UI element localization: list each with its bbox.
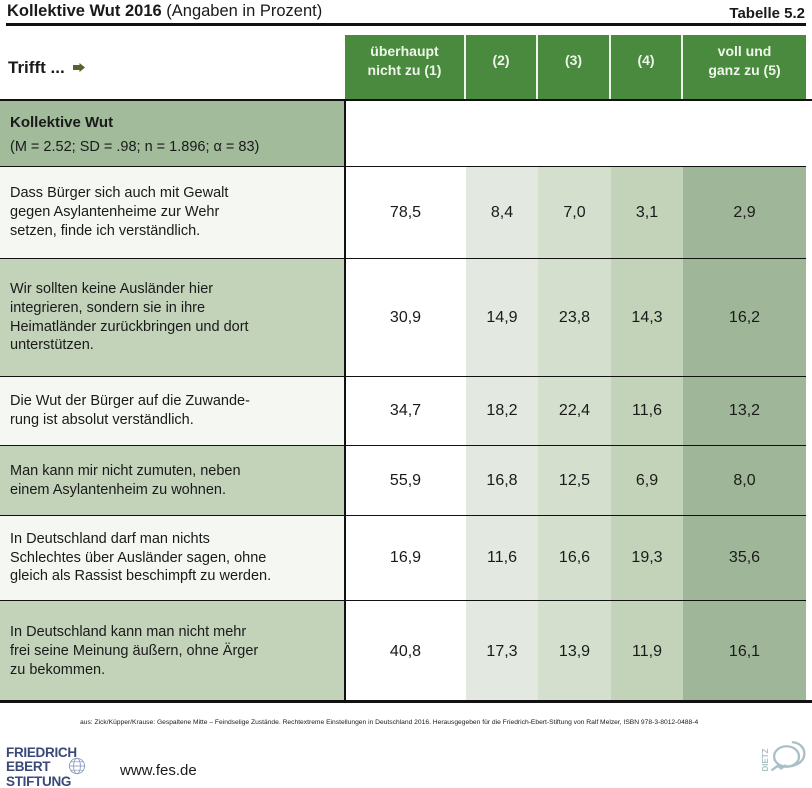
svg-text:DIETZ: DIETZ [761, 748, 770, 771]
